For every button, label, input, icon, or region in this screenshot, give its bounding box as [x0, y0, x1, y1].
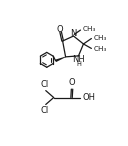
- Text: NH: NH: [73, 55, 85, 64]
- Text: N: N: [70, 29, 77, 38]
- Polygon shape: [55, 57, 66, 62]
- Text: Cl: Cl: [40, 80, 48, 89]
- Text: OH: OH: [82, 93, 95, 102]
- Text: CH₃: CH₃: [83, 26, 96, 32]
- Text: CH₃: CH₃: [94, 46, 107, 52]
- Text: O: O: [57, 25, 63, 34]
- Text: O: O: [69, 78, 75, 87]
- Text: CH₃: CH₃: [94, 35, 107, 41]
- Text: Cl: Cl: [40, 106, 48, 115]
- Text: H: H: [77, 61, 81, 67]
